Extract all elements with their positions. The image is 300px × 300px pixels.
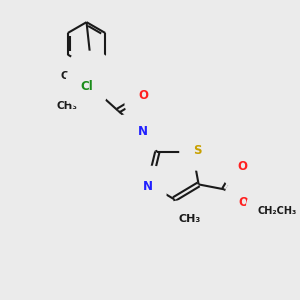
- Text: N: N: [142, 180, 152, 193]
- Text: N: N: [138, 125, 148, 138]
- Text: Cl: Cl: [80, 80, 93, 93]
- Text: O: O: [237, 160, 247, 173]
- Text: CH₃: CH₃: [60, 71, 81, 81]
- Text: H: H: [128, 126, 137, 136]
- Text: O: O: [239, 196, 249, 208]
- Text: CH₂CH₃: CH₂CH₃: [258, 206, 297, 216]
- Text: CH₃: CH₃: [178, 214, 201, 224]
- Text: CH₃: CH₃: [56, 101, 77, 111]
- Text: S: S: [194, 143, 202, 157]
- Text: O: O: [139, 89, 148, 102]
- Text: O: O: [83, 65, 94, 78]
